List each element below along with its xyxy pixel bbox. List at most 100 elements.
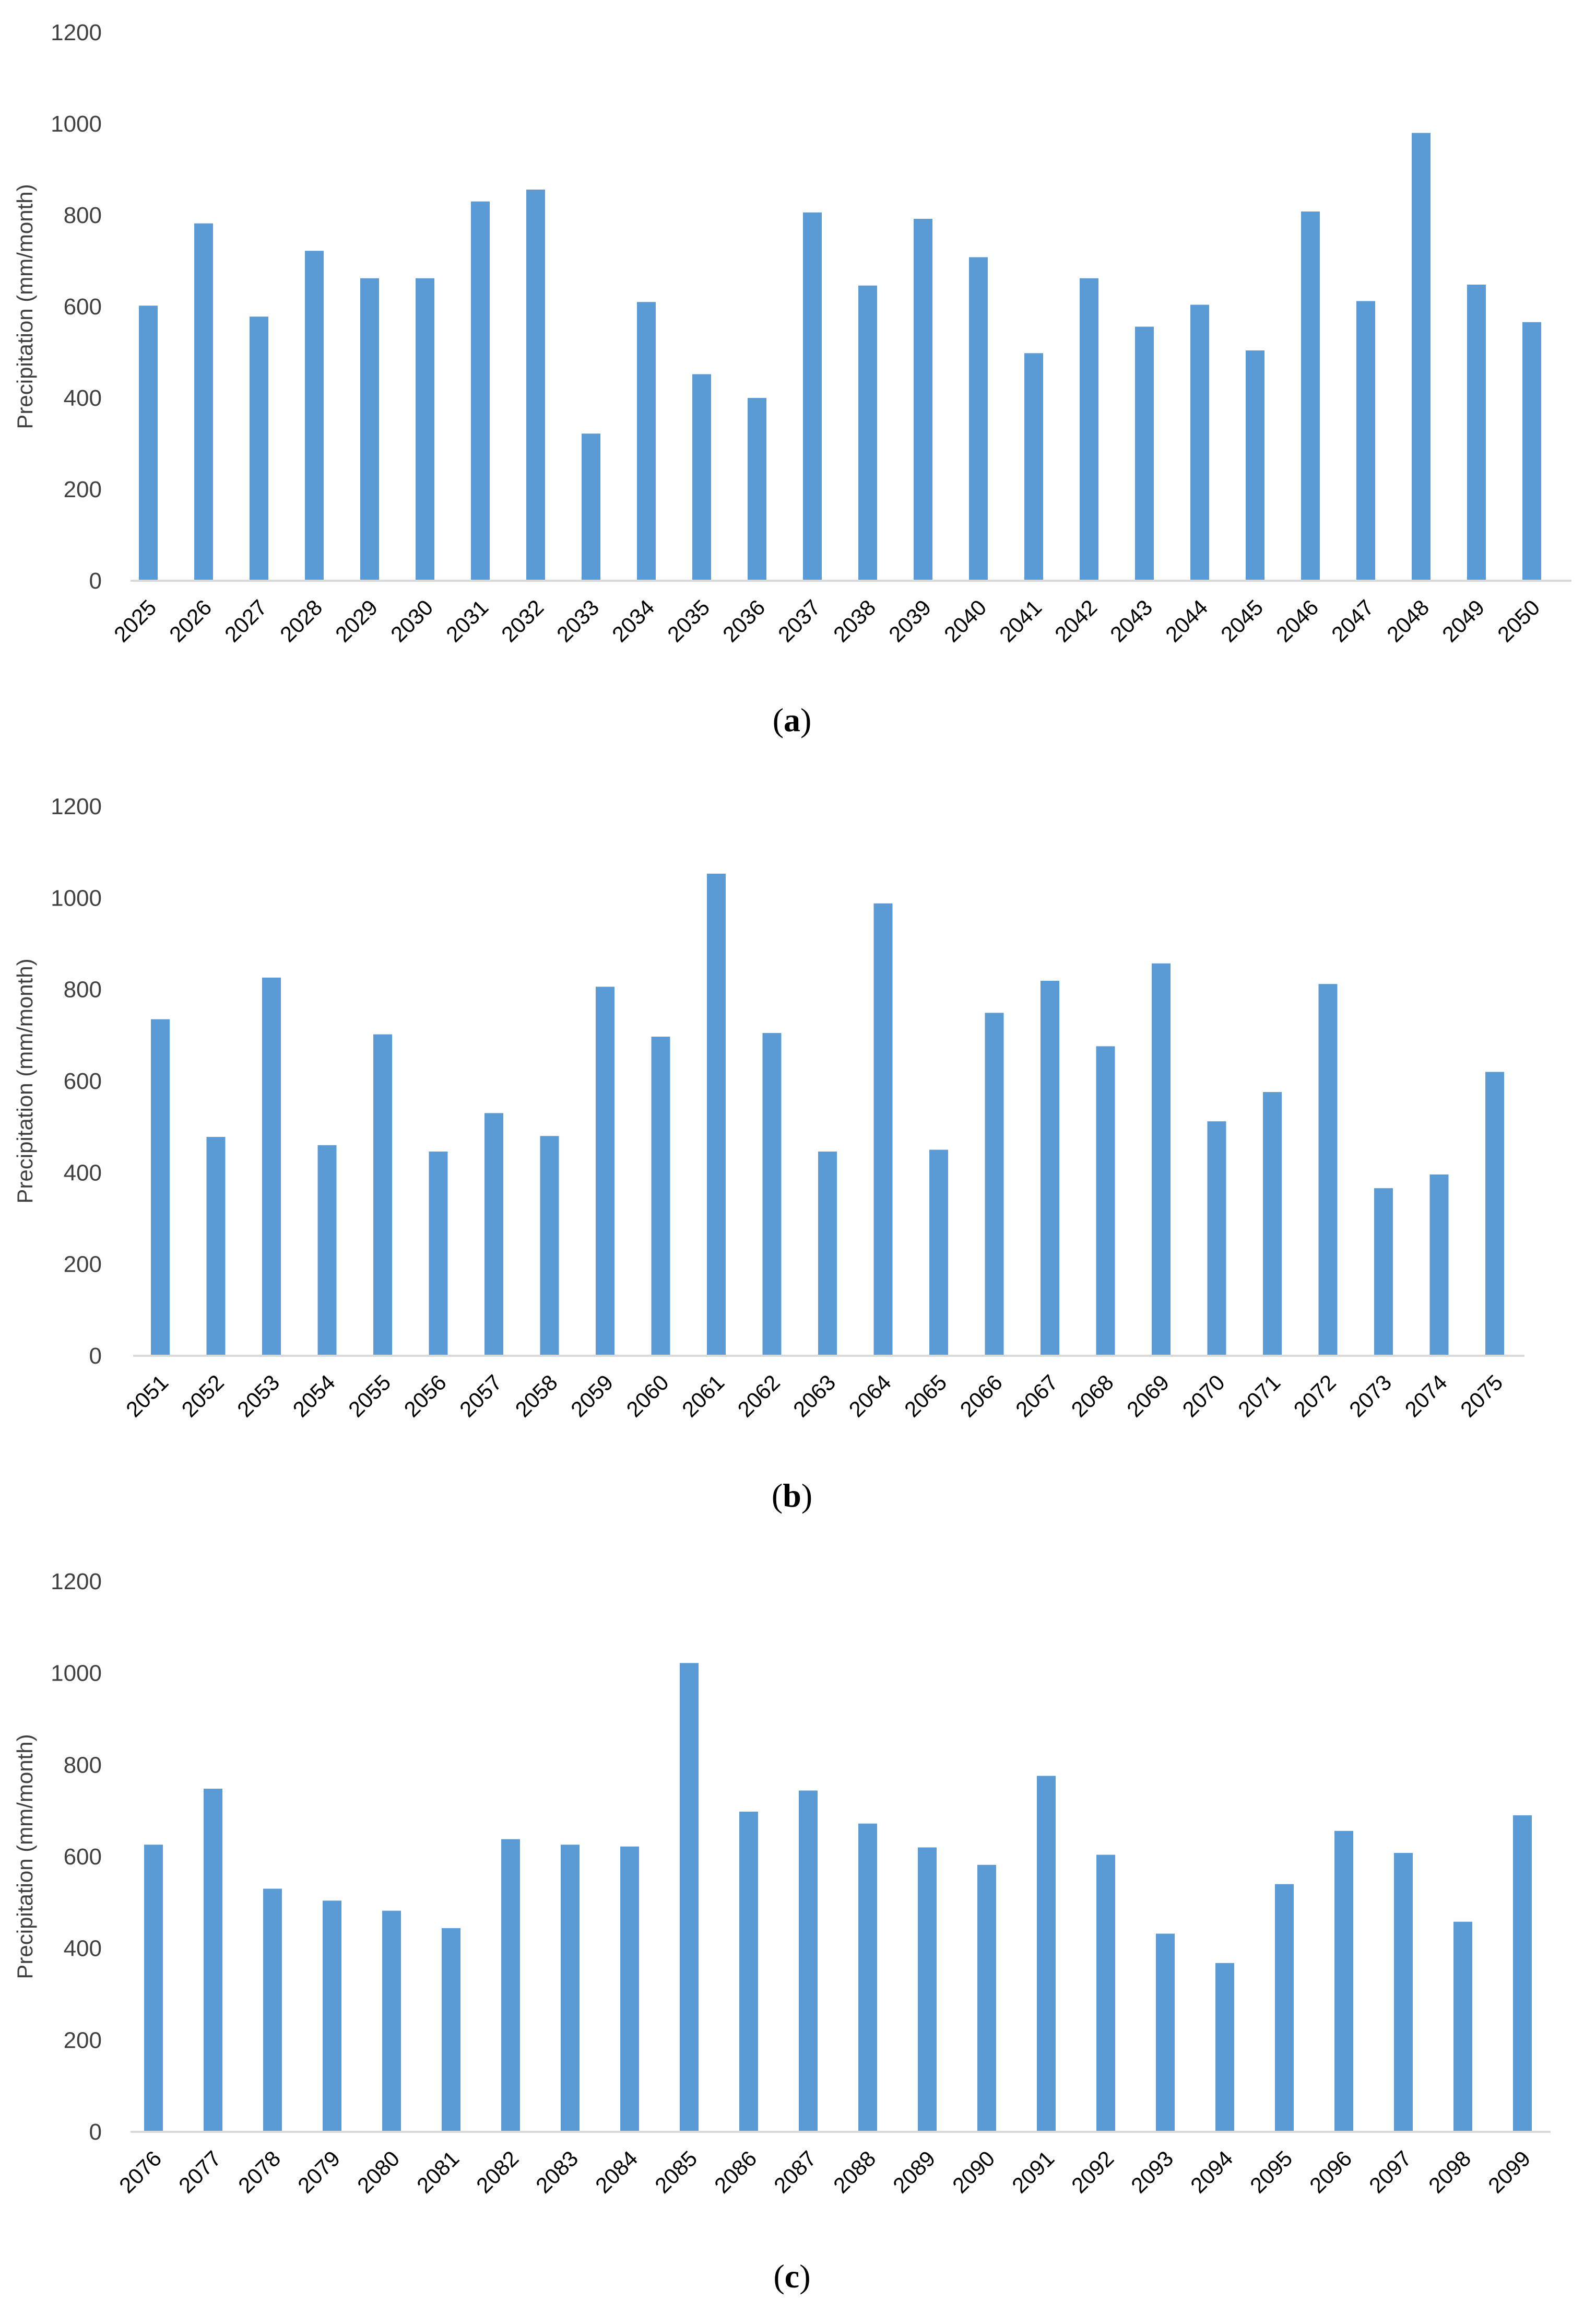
bar-2096 [1334,1830,1353,2132]
x-tick-label: 2075 [1456,1370,1507,1422]
bar-2044 [1190,304,1209,581]
bar-2089 [918,1847,937,2132]
x-tick-label: 2070 [1178,1370,1230,1422]
x-tick-label: 2051 [121,1370,173,1422]
x-tick-label: 2053 [232,1370,284,1422]
bar-2028 [305,251,324,581]
bar-2077 [204,1789,222,2132]
bar-2066 [985,1013,1004,1356]
x-tick-label: 2059 [566,1370,618,1422]
x-tick-label: 2094 [1186,2146,1237,2198]
x-tick-label: 2061 [677,1370,729,1422]
x-tick-label: 2092 [1067,2146,1118,2198]
y-tick-label: 0 [89,2119,102,2145]
x-tick-label: 2090 [948,2146,999,2198]
bar-2085 [680,1663,699,2132]
x-tick-label: 2095 [1245,2146,1297,2198]
x-tick-label: 2028 [275,595,327,647]
x-tick-label: 2037 [773,595,825,647]
bar-2035 [692,374,711,581]
y-axis-label: Precipitation (mm/month) [13,184,37,429]
bar-2069 [1152,963,1171,1356]
bar-2058 [540,1136,559,1356]
x-tick-label: 2047 [1327,595,1378,647]
x-tick-label: 2044 [1161,595,1212,647]
x-tick-label: 2035 [663,595,714,647]
x-tick-label: 2091 [1007,2146,1059,2198]
x-tick-label: 2052 [177,1370,229,1422]
x-tick-label: 2093 [1126,2146,1178,2198]
bar-2094 [1215,1963,1234,2132]
bar-2086 [739,1811,758,2132]
x-tick-label: 2076 [114,2146,166,2198]
bar-2064 [873,903,893,1356]
x-tick-label: 2046 [1271,595,1323,647]
x-tick-label: 2048 [1382,595,1434,647]
bar-2055 [373,1034,392,1356]
bar-2075 [1485,1072,1504,1356]
panel-label: (a) [773,701,812,738]
bar-2060 [651,1036,670,1356]
x-tick-label: 2027 [220,595,271,647]
x-tick-label: 2079 [293,2146,345,2198]
y-tick-label: 0 [89,1343,102,1369]
bar-2039 [914,219,932,581]
bar-2049 [1467,285,1486,581]
y-tick-label: 600 [64,294,102,320]
bar-2025 [139,306,158,581]
x-tick-label: 2078 [233,2146,285,2198]
bar-2043 [1135,326,1154,581]
x-tick-label: 2083 [531,2146,583,2198]
panel-label: (c) [773,2258,810,2295]
x-tick-label: 2067 [1011,1370,1062,1422]
x-tick-label: 2074 [1400,1370,1452,1422]
bar-2048 [1412,133,1431,581]
bar-2081 [442,1928,460,2132]
x-tick-label: 2025 [109,595,161,647]
y-tick-label: 1200 [51,1569,102,1594]
x-tick-label: 2087 [769,2146,821,2198]
x-tick-label: 2056 [399,1370,451,1422]
bar-2072 [1318,984,1338,1356]
bar-2067 [1041,981,1059,1356]
x-tick-label: 2097 [1364,2146,1416,2198]
y-tick-label: 200 [64,477,102,502]
y-tick-label: 400 [64,1936,102,1962]
x-tick-label: 2050 [1493,595,1544,647]
x-tick-label: 2077 [174,2146,226,2198]
x-tick-label: 2036 [718,595,770,647]
bar-2073 [1374,1188,1393,1356]
x-tick-label: 2041 [995,595,1046,647]
y-tick-label: 800 [64,203,102,228]
bar-2088 [858,1823,877,2132]
y-tick-label: 1000 [51,111,102,137]
x-tick-label: 2062 [733,1370,785,1422]
y-tick-label: 200 [64,2027,102,2053]
x-tick-label: 2031 [441,595,493,647]
bar-2068 [1096,1046,1115,1356]
bar-2045 [1246,350,1264,581]
bar-2036 [748,398,766,581]
bar-2074 [1429,1174,1449,1356]
x-tick-label: 2072 [1289,1370,1341,1422]
x-tick-label: 2026 [164,595,216,647]
x-tick-label: 2068 [1067,1370,1118,1422]
bar-2071 [1263,1092,1282,1356]
x-tick-label: 2088 [829,2146,880,2198]
chart-panel-b: 0 200 400 600 800 1000 1200 Precipitation (mm/m… [13,794,1524,1514]
x-tick-label: 2080 [352,2146,404,2198]
x-tick-label: 2054 [288,1370,340,1422]
panel-label: (b) [772,1477,812,1514]
y-tick-label: 800 [64,977,102,1003]
x-tick-label: 2057 [455,1370,506,1422]
bar-2079 [323,1900,341,2132]
bar-2047 [1356,301,1375,581]
x-tick-label: 2055 [344,1370,395,1422]
y-tick-label: 200 [64,1252,102,1277]
bar-2052 [206,1136,226,1356]
x-tick-label: 2033 [552,595,604,647]
x-tick-label: 2081 [412,2146,464,2198]
y-axis-label: Precipitation (mm/month) [13,958,37,1203]
x-tick-label: 2069 [1122,1370,1174,1422]
